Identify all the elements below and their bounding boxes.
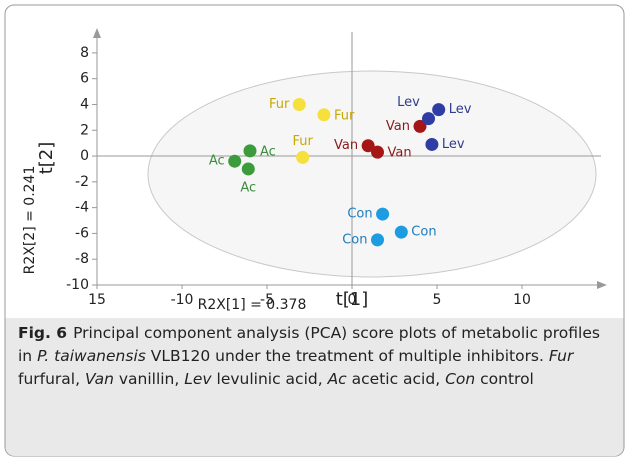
caption: Fig. 6 Principal component analysis (PCA)…: [18, 322, 614, 391]
point-label: Fur: [334, 108, 355, 123]
point: [361, 139, 375, 153]
y-axis-arrow: [93, 28, 101, 38]
point: [376, 207, 390, 221]
point-label: Van: [334, 138, 358, 153]
point-label: Ac: [209, 154, 225, 169]
x-tick-label: 10: [513, 292, 531, 308]
point: [371, 233, 384, 247]
y-tick-label: 4: [80, 96, 89, 112]
point-label: Lev: [442, 137, 465, 152]
caption-text: VLB120 under the treatment of multiple i…: [145, 347, 549, 365]
y-tick-label: -2: [75, 174, 89, 190]
point-label: Van: [388, 146, 412, 161]
x-tick-label: 5: [433, 292, 442, 308]
point: [241, 162, 255, 176]
point: [371, 145, 384, 159]
caption-text: P. taiwanensis: [37, 347, 146, 365]
caption-text: vanillin,: [113, 370, 185, 388]
y-axis-title: t[2]: [36, 142, 57, 175]
y-tick-label: -6: [75, 225, 89, 241]
caption-text: Lev: [184, 370, 212, 388]
point: [317, 108, 331, 122]
y-tick-label: -10: [66, 277, 89, 293]
point: [228, 154, 242, 168]
y-tick-label: -8: [75, 251, 89, 267]
caption-text: Principal component analysis (PCA) score…: [18, 324, 600, 365]
point-label: Lev: [397, 95, 420, 110]
caption-label: Fig. 6: [18, 324, 68, 342]
caption-background: [5, 318, 624, 456]
y-tick-label: 6: [80, 71, 89, 87]
x-tick-label: -5: [260, 292, 274, 308]
y-variance: R2X[2] = 0.241: [22, 166, 38, 275]
y-tick-label: 2: [80, 122, 89, 138]
caption-text: Ac: [327, 370, 347, 388]
point-label: Con: [342, 232, 367, 247]
point-label: Fur: [293, 134, 314, 149]
y-tick-label: 0: [80, 148, 89, 164]
caption-text: furfural,: [18, 370, 85, 388]
point: [425, 137, 439, 151]
point-label: Con: [411, 225, 436, 240]
caption-text: Van: [84, 370, 114, 388]
point-label: Con: [347, 207, 372, 222]
caption-text: Fur: [548, 347, 574, 365]
point: [243, 144, 257, 158]
point: [422, 112, 435, 126]
point: [296, 150, 310, 164]
x-tick-label: 0: [348, 292, 357, 308]
x-axis-title: t[1]: [336, 289, 369, 310]
x-tick-label: -10: [171, 292, 194, 308]
caption-text: control: [475, 370, 534, 388]
point-label: Ac: [240, 180, 256, 195]
x-axis-arrow: [597, 281, 607, 289]
point: [292, 97, 306, 111]
point: [394, 225, 408, 239]
point-label: Lev: [449, 102, 472, 117]
y-tick-label: 8: [80, 45, 89, 61]
point: [432, 103, 446, 117]
point-label: Ac: [260, 144, 276, 159]
y-tick-label: -4: [75, 200, 89, 216]
x-tick-label: 15: [88, 292, 106, 308]
point-label: Van: [386, 119, 410, 134]
x-variance: R2X[1] = 0.378: [198, 297, 307, 313]
caption-text: acetic acid,: [346, 370, 446, 388]
point-label: Fur: [269, 97, 290, 112]
confidence-ellipse: [147, 70, 597, 278]
caption-text: Con: [445, 370, 476, 388]
point: [413, 119, 427, 133]
caption-text: levulinic acid,: [211, 370, 328, 388]
